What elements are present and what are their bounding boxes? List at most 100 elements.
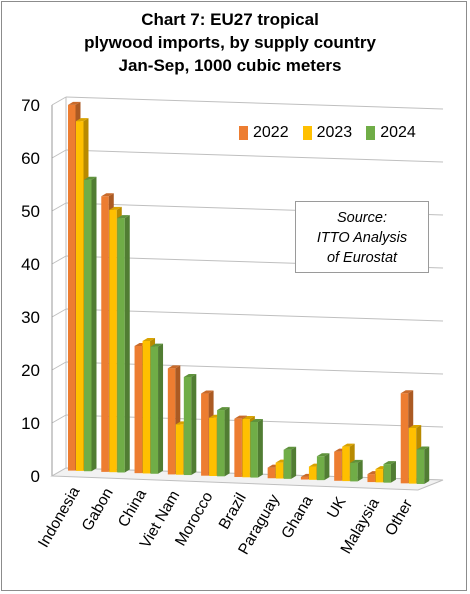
gridline-side xyxy=(51,255,67,265)
y-tick-label: 70 xyxy=(21,96,40,115)
bar-front xyxy=(142,340,151,474)
gridline-side xyxy=(51,96,67,106)
bar-top xyxy=(142,337,156,341)
legend-item-2023: 2023 xyxy=(302,124,353,142)
bar-ghana-2024 xyxy=(316,453,330,481)
bar-top xyxy=(342,443,355,447)
bar-top xyxy=(242,415,255,419)
bar-front xyxy=(134,345,143,474)
bar-front xyxy=(416,449,425,484)
bar-front xyxy=(367,474,375,483)
legend-label-2022: 2022 xyxy=(253,124,289,141)
bar-front xyxy=(76,121,84,471)
bar-front xyxy=(150,346,159,474)
bars xyxy=(68,101,430,484)
bar-top xyxy=(283,446,297,450)
bar-top xyxy=(201,390,214,394)
bar-front xyxy=(316,456,325,481)
y-tick-label: 50 xyxy=(21,202,40,221)
source-note: Source: ITTO Analysis of Eurostat xyxy=(295,201,429,273)
y-tick-label: 30 xyxy=(21,308,40,327)
legend-swatch-2024 xyxy=(366,126,376,140)
bar-top xyxy=(183,373,197,377)
x-tick-label-indonesia: Indonesia xyxy=(35,484,84,551)
bar-top xyxy=(117,215,130,219)
source-line-1: Source: xyxy=(337,210,387,226)
bar-front xyxy=(201,393,209,476)
chart-floor xyxy=(50,467,444,491)
legend-item-2024: 2024 xyxy=(366,124,416,142)
bar-front xyxy=(84,179,92,472)
bar-front xyxy=(101,196,109,472)
bar-side xyxy=(291,446,297,479)
bar-front xyxy=(342,446,350,482)
bar-top xyxy=(408,424,422,428)
bar-front xyxy=(275,462,284,479)
bar-other-2024 xyxy=(416,446,430,484)
bar-china-2024 xyxy=(150,343,164,474)
bar-front xyxy=(283,449,292,479)
chart-title-line-1: Chart 7: EU27 tropical xyxy=(141,10,319,29)
bar-top xyxy=(68,101,81,105)
bar-viet-nam-2024 xyxy=(183,373,197,476)
bar-front xyxy=(400,393,409,484)
bar-front xyxy=(350,462,358,482)
legend-label-2023: 2023 xyxy=(316,124,353,141)
bar-gabon-2024 xyxy=(117,215,130,473)
source-line-2: ITTO Analysis xyxy=(316,230,408,246)
x-tick-label-china: China xyxy=(115,486,150,530)
chart-title-line-2: plywood imports, by supply country xyxy=(84,33,376,52)
bar-front xyxy=(250,421,258,478)
bar-top xyxy=(316,453,330,457)
bar-side xyxy=(324,453,330,481)
x-tick-label-other: Other xyxy=(382,497,416,539)
bar-top xyxy=(167,365,181,369)
bar-side xyxy=(191,373,197,476)
bar-top xyxy=(416,446,430,450)
legend-label-2024: 2024 xyxy=(380,124,416,141)
gridline-side xyxy=(51,202,67,212)
gridline-side xyxy=(51,361,67,371)
bar-side xyxy=(424,446,430,484)
y-tick-label: 10 xyxy=(21,414,40,433)
chart-title: Chart 7: EU27 tropical plywood imports, … xyxy=(40,8,420,77)
bar-front xyxy=(109,209,117,473)
bar-top xyxy=(400,390,414,394)
bar-top xyxy=(234,415,247,419)
bar-front xyxy=(68,104,76,471)
bar-front xyxy=(308,466,317,480)
gridline-side xyxy=(51,149,67,159)
bar-front xyxy=(175,424,184,475)
bar-front xyxy=(267,467,276,479)
bar-front xyxy=(217,410,225,477)
bar-top xyxy=(101,193,114,197)
bar-front xyxy=(334,451,342,481)
bar-side xyxy=(158,343,164,474)
bar-top xyxy=(217,407,230,411)
gridline xyxy=(65,96,444,110)
bar-side xyxy=(224,407,230,477)
bar-top xyxy=(109,206,122,210)
bar-top xyxy=(383,461,396,465)
bar-front xyxy=(183,376,192,476)
bar-top xyxy=(350,459,363,463)
bar-top xyxy=(84,176,97,180)
bar-top xyxy=(150,343,164,347)
bar-front xyxy=(167,368,176,475)
chart-legend: 2022 2023 2024 xyxy=(239,124,416,142)
bar-front xyxy=(383,464,391,483)
bar-front xyxy=(209,417,217,477)
chart-title-line-3: Jan-Sep, 1000 cubic meters xyxy=(118,56,342,75)
bar-side xyxy=(390,461,396,483)
x-tick-label-gabon: Gabon xyxy=(79,485,117,534)
legend-swatch-2022 xyxy=(239,126,248,140)
x-tick-label-brazil: Brazil xyxy=(216,490,250,532)
legend-swatch-2023 xyxy=(302,126,312,140)
gridline-side xyxy=(51,308,67,318)
bar-uk-2024 xyxy=(350,459,363,482)
gridline xyxy=(65,149,444,163)
bar-morocco-2024 xyxy=(217,407,230,477)
bar-front xyxy=(117,218,125,473)
bar-side xyxy=(124,215,130,473)
